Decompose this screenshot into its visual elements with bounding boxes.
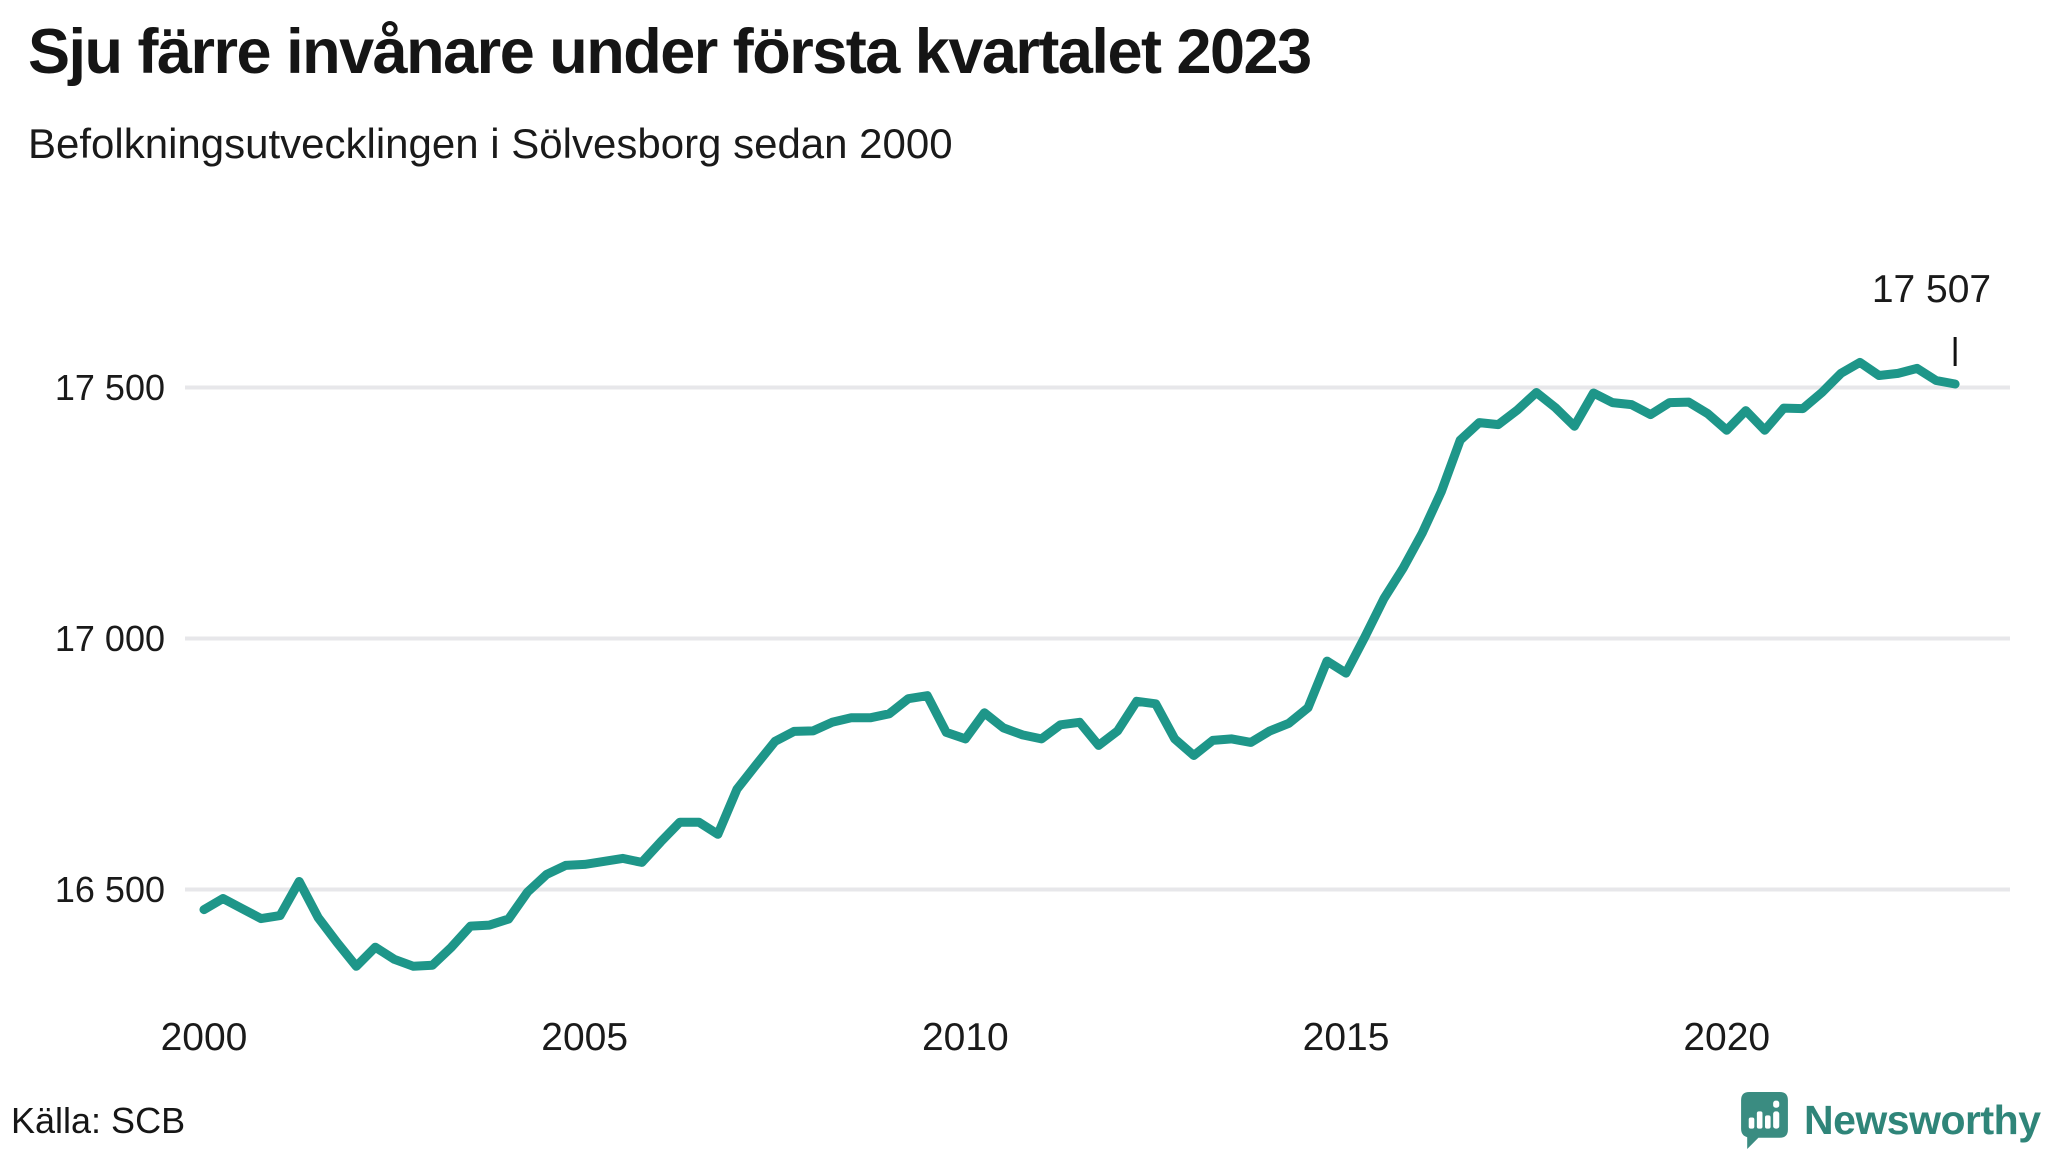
x-axis-tick-label: 2005 <box>541 1016 628 1059</box>
page-title: Sju färre invånare under första kvartale… <box>28 17 1312 87</box>
newsworthy-logo[interactable]: Newsworthy <box>1741 1090 2041 1150</box>
newsworthy-speech-bubble-chart-icon <box>1741 1091 1788 1149</box>
x-axis-tick-label: 2000 <box>161 1016 248 1059</box>
end-value-label: 17 507 <box>1872 268 1991 311</box>
y-axis-tick-label: 16 500 <box>55 869 165 910</box>
source-note: Källa: SCB <box>11 1100 186 1141</box>
x-axis-tick-label: 2015 <box>1303 1016 1390 1059</box>
y-axis-tick-label: 17 000 <box>55 618 165 659</box>
x-axis-tick-label: 2010 <box>922 1016 1009 1059</box>
population-line <box>199 357 1960 971</box>
y-axis-tick-label: 17 500 <box>55 367 165 408</box>
x-axis-tick-label: 2020 <box>1683 1016 1770 1059</box>
newsworthy-wordmark: Newsworthy <box>1804 1096 2041 1143</box>
chart-subtitle: Befolkningsutvecklingen i Sölvesborg sed… <box>28 120 953 167</box>
